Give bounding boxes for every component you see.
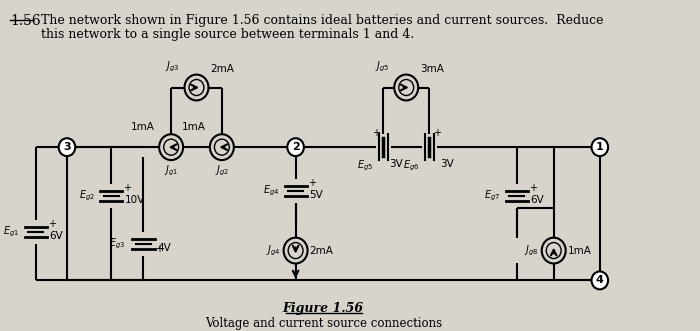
Circle shape [59,138,76,156]
Text: Figure 1.56: Figure 1.56 [283,302,364,315]
Text: 3mA: 3mA [420,64,444,73]
Text: Voltage and current source connections: Voltage and current source connections [204,317,442,330]
Text: $J_{g3}$: $J_{g3}$ [165,59,180,73]
Text: 3V: 3V [440,159,454,169]
Text: 10V: 10V [125,195,146,205]
Text: +: + [123,183,131,193]
Text: $E_{g1}$: $E_{g1}$ [3,224,19,239]
Text: 3V: 3V [389,159,402,169]
Circle shape [592,271,608,289]
Text: 2: 2 [292,142,300,152]
Text: +: + [372,128,380,138]
Text: +: + [155,244,164,254]
Text: 4: 4 [596,275,603,285]
Text: 1.56: 1.56 [10,14,41,28]
Text: 4V: 4V [158,243,171,253]
Text: +: + [433,128,440,138]
Text: 5V: 5V [309,190,323,200]
Text: +: + [528,183,537,193]
Text: this network to a single source between terminals 1 and 4.: this network to a single source between … [41,28,414,41]
Text: $E_{g2}$: $E_{g2}$ [78,189,95,203]
Text: +: + [307,178,316,188]
Text: $E_{g3}$: $E_{g3}$ [108,236,125,251]
Text: $E_{g6}$: $E_{g6}$ [402,159,419,173]
Text: 2mA: 2mA [210,64,235,73]
Text: 1mA: 1mA [568,246,592,256]
Circle shape [592,138,608,156]
Text: $E_{g7}$: $E_{g7}$ [484,189,500,203]
Circle shape [287,138,304,156]
Text: $J_{g2}$: $J_{g2}$ [215,164,229,178]
Text: 1mA: 1mA [131,122,155,132]
Text: 6V: 6V [531,195,545,205]
Text: $J_{g4}$: $J_{g4}$ [266,243,281,258]
Text: +: + [48,219,55,229]
Text: 1mA: 1mA [181,122,205,132]
Text: 1: 1 [596,142,603,152]
Text: $E_{g4}$: $E_{g4}$ [262,184,279,198]
Text: 6V: 6V [50,231,63,241]
Text: $E_{g5}$: $E_{g5}$ [356,159,373,173]
Text: 3: 3 [63,142,71,152]
Text: $J_{g5}$: $J_{g5}$ [375,59,390,73]
Text: 2mA: 2mA [309,246,333,256]
Text: $J_{g8}$: $J_{g8}$ [524,243,539,258]
Text: The network shown in Figure 1.56 contains ideal batteries and current sources.  : The network shown in Figure 1.56 contain… [41,14,603,27]
Text: $J_{g1}$: $J_{g1}$ [164,164,178,178]
